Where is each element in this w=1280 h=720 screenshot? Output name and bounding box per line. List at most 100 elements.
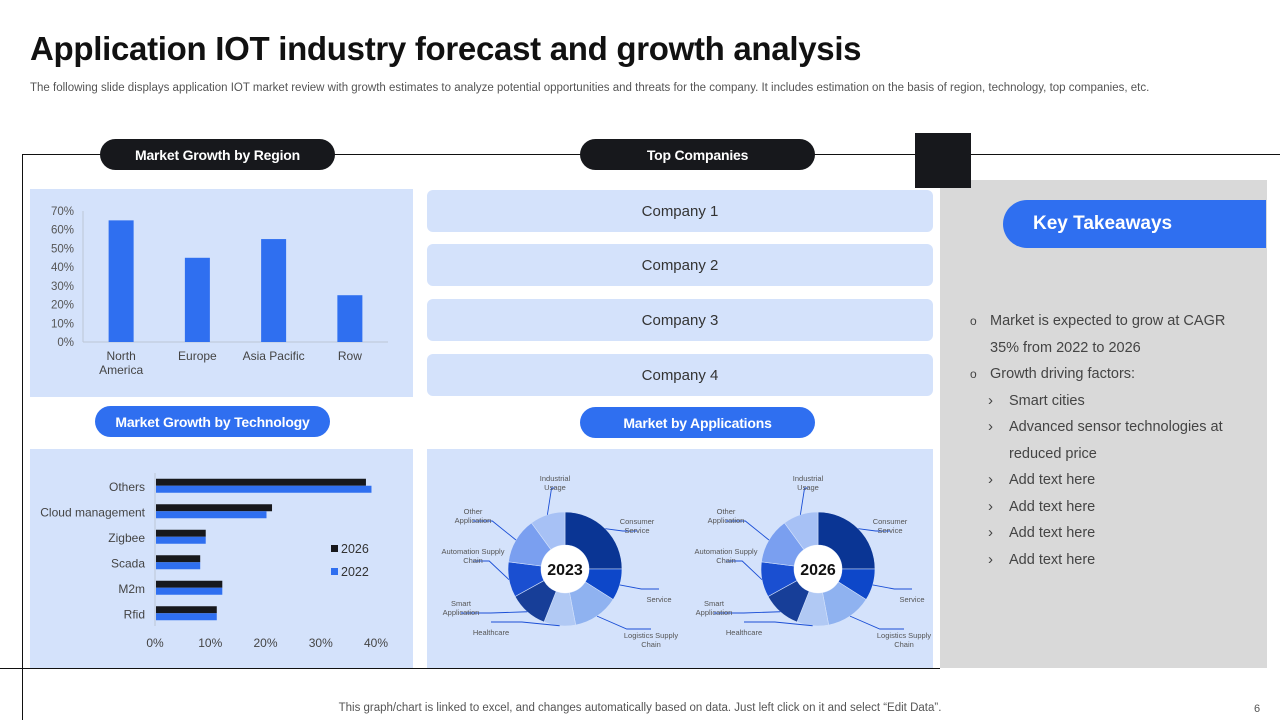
legend-label: 2022 <box>341 565 369 579</box>
bar <box>156 529 206 537</box>
legend-swatch <box>331 568 338 575</box>
slice-label: Service <box>624 526 649 535</box>
region-section-pill: Market Growth by Region <box>100 139 335 170</box>
technology-bar-chart[interactable]: 0% 10% 20% 30% 40% Others Cloud management Zigb… <box>30 449 413 668</box>
bar <box>156 562 201 570</box>
takeaway-sub-item: › Smart cities <box>970 388 1250 415</box>
takeaway-sub-item: › Add text here <box>970 467 1250 494</box>
slice-label: Chain <box>641 640 661 649</box>
slice-label: Smart <box>451 599 472 608</box>
x-tick-label: Asia Pacific <box>243 349 305 363</box>
slice-label: Usage <box>544 483 566 492</box>
frame-left-line <box>22 154 23 720</box>
slice-label: Consumer <box>873 517 908 526</box>
leader-line <box>605 528 637 532</box>
chevron-right-icon: › <box>988 418 993 435</box>
takeaway-bullet: o Growth driving factors: <box>970 361 1250 388</box>
slice-label: Industrial <box>540 474 571 483</box>
slice-label: Usage <box>797 483 819 492</box>
leader-line <box>491 621 560 627</box>
bar <box>156 485 372 493</box>
y-tick-label: 0% <box>57 337 74 349</box>
x-tick-label: North <box>106 349 135 363</box>
slice-label: Automation Supply <box>695 547 758 556</box>
slice-label: Healthcare <box>726 628 762 637</box>
company-card-2[interactable]: Company 2 <box>427 244 933 286</box>
applications-chart-panel: Consumer Service Service Logistics Supply Ch… <box>427 449 933 668</box>
y-tick-label: 70% <box>51 206 74 218</box>
y-tick-label: Zigbee <box>108 531 145 545</box>
leader-line <box>473 520 517 541</box>
leader-line <box>714 611 781 614</box>
x-tick-label: America <box>99 363 143 377</box>
takeaway-sub-item: › Add text here <box>970 547 1250 574</box>
key-takeaways-title: Key Takeaways <box>1003 200 1266 248</box>
region-chart-panel: 0% 10% 20% 30% 40% 50% 60% 70% North America Europ… <box>30 189 413 397</box>
slice-label: Automation Supply <box>442 547 505 556</box>
slice-label: Chain <box>463 556 483 565</box>
slice-label: Healthcare <box>473 628 509 637</box>
bar <box>156 511 267 519</box>
takeaway-sub-item: › Add text here <box>970 494 1250 521</box>
bar <box>156 478 366 486</box>
leader-line <box>799 487 808 515</box>
chevron-right-icon: › <box>988 391 993 409</box>
chevron-right-icon: › <box>988 497 993 515</box>
donut-center <box>541 545 589 593</box>
leader-line <box>546 487 555 515</box>
slice-label: Other <box>717 507 736 516</box>
y-tick-label: Rfid <box>124 607 145 621</box>
slice-label: Service <box>899 595 924 604</box>
company-card-1[interactable]: Company 1 <box>427 190 933 232</box>
company-card-4[interactable]: Company 4 <box>427 354 933 396</box>
x-tick-label: 0% <box>146 636 164 650</box>
leader-line <box>473 560 510 581</box>
slice-label: Chain <box>716 556 736 565</box>
page-subtitle: The following slide displays application… <box>30 82 1150 94</box>
bar <box>108 220 134 342</box>
footer-note: This graph/chart is linked to excel, and… <box>338 702 942 714</box>
x-tick-label: 30% <box>309 636 333 650</box>
slice-label: Service <box>646 595 671 604</box>
circle-bullet-icon: o <box>970 367 977 381</box>
bar <box>184 257 210 342</box>
leader-line <box>596 615 651 630</box>
donut-center-label: 2023 <box>547 562 583 579</box>
bar <box>156 613 217 621</box>
y-tick-label: Cloud management <box>40 505 145 519</box>
takeaway-sub-item: › Advanced sensor technologies at reduced… <box>970 414 1250 467</box>
circle-bullet-icon: o <box>970 314 977 328</box>
slice-label: Application <box>696 608 733 617</box>
bar <box>261 239 287 342</box>
takeaway-sub-item: › Add text here <box>970 520 1250 547</box>
takeaways-list: o Market is expected to grow at CAGR 35% … <box>970 308 1250 573</box>
slice-label: Chain <box>894 640 914 649</box>
x-tick-label: 40% <box>364 636 388 650</box>
company-card-3[interactable]: Company 3 <box>427 299 933 341</box>
leader-line <box>461 611 528 614</box>
slice-label: Application <box>708 516 745 525</box>
y-tick-label: Others <box>109 480 145 494</box>
frame-bottom-line <box>0 668 940 669</box>
bar <box>156 555 201 563</box>
leader-line <box>744 621 813 627</box>
page-number: 6 <box>1254 703 1261 715</box>
slice-label: Other <box>464 507 483 516</box>
y-tick-label: 10% <box>51 318 74 330</box>
slice-label: Logistics Supply <box>624 631 678 640</box>
slice-label: Application <box>455 516 492 525</box>
slice-label: Industrial <box>793 474 824 483</box>
applications-section-pill: Market by Applications <box>580 407 815 438</box>
bar <box>337 295 363 342</box>
chevron-right-icon: › <box>988 471 993 488</box>
x-tick-label: Europe <box>178 349 217 363</box>
companies-section-pill: Top Companies <box>580 139 815 170</box>
y-tick-label: 60% <box>51 225 74 237</box>
takeaway-bullet: o Market is expected to grow at CAGR 35% … <box>970 308 1250 361</box>
bar <box>156 504 273 512</box>
legend-swatch <box>331 545 338 552</box>
donut-center-label: 2026 <box>800 562 836 579</box>
x-tick-label: 10% <box>198 636 222 650</box>
